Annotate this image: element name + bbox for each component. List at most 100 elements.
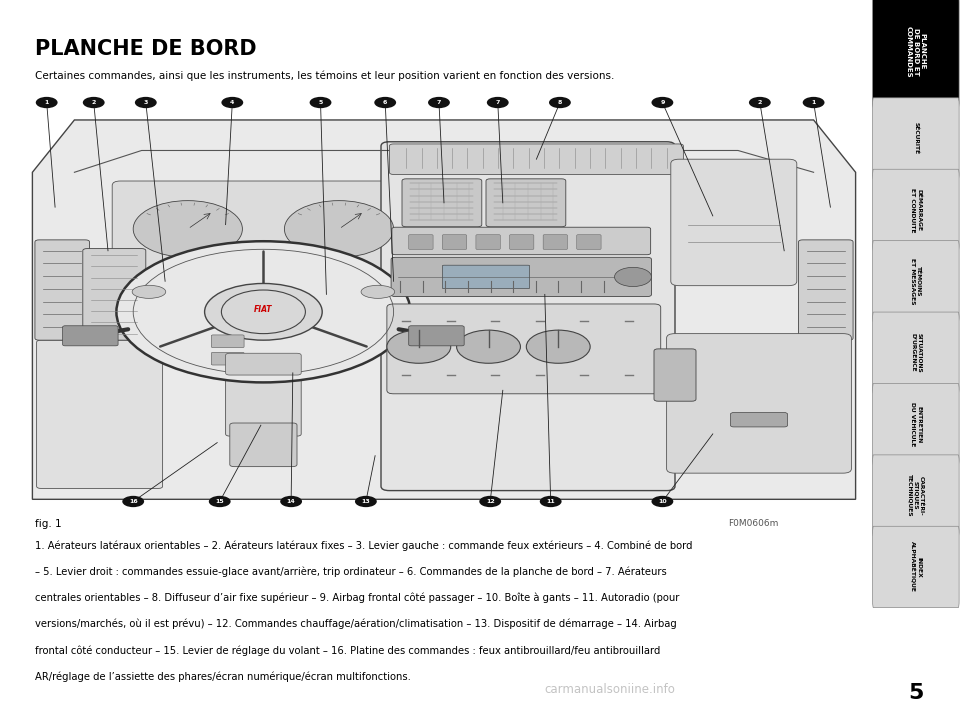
Text: 5: 5 [908, 683, 924, 703]
Text: 4: 4 [230, 100, 234, 105]
Text: 10: 10 [659, 499, 666, 504]
Circle shape [479, 496, 501, 507]
FancyBboxPatch shape [228, 260, 300, 276]
FancyBboxPatch shape [873, 384, 959, 465]
Text: 6: 6 [383, 100, 388, 105]
Text: ENTRETIEN
DU VÉHICULE: ENTRETIEN DU VÉHICULE [910, 402, 922, 447]
Text: 11: 11 [546, 499, 555, 504]
Text: SÉCURITÉ: SÉCURITÉ [913, 123, 919, 155]
Text: 1. Aérateurs latéraux orientables – 2. Aérateurs latéraux fixes – 3. Levier gauc: 1. Aérateurs latéraux orientables – 2. A… [35, 540, 692, 551]
FancyBboxPatch shape [873, 169, 959, 250]
Text: carmanualsoniine.info: carmanualsoniine.info [544, 683, 676, 696]
Circle shape [36, 97, 58, 108]
FancyBboxPatch shape [873, 98, 959, 179]
Circle shape [749, 97, 771, 108]
FancyBboxPatch shape [211, 335, 244, 347]
Text: 16: 16 [129, 499, 137, 504]
Circle shape [355, 496, 376, 507]
FancyBboxPatch shape [381, 142, 675, 491]
Text: 1: 1 [811, 100, 816, 105]
Text: PLANCHE DE BORD: PLANCHE DE BORD [35, 39, 256, 59]
Circle shape [540, 496, 562, 507]
FancyBboxPatch shape [229, 423, 297, 467]
Text: 7: 7 [437, 100, 442, 105]
FancyBboxPatch shape [443, 265, 530, 289]
FancyBboxPatch shape [873, 0, 959, 108]
Text: 7: 7 [495, 100, 500, 105]
Circle shape [428, 97, 450, 108]
FancyBboxPatch shape [654, 349, 696, 401]
Circle shape [652, 496, 673, 507]
Circle shape [209, 496, 230, 507]
Text: 2: 2 [757, 100, 762, 105]
Circle shape [614, 267, 652, 286]
FancyBboxPatch shape [873, 312, 959, 393]
FancyBboxPatch shape [62, 325, 118, 346]
FancyBboxPatch shape [387, 304, 660, 393]
Circle shape [309, 97, 331, 108]
FancyBboxPatch shape [390, 144, 684, 174]
Text: CARACTÉRI-
STIQUES
TECHNIQUES: CARACTÉRI- STIQUES TECHNIQUES [907, 474, 924, 517]
Text: F0M0606m: F0M0606m [728, 519, 779, 528]
FancyBboxPatch shape [671, 160, 797, 286]
Text: – 5. Levier droit : commandes essuie-glace avant/arrière, trip ordinateur – 6. C: – 5. Levier droit : commandes essuie-gla… [35, 566, 666, 577]
FancyBboxPatch shape [873, 240, 959, 322]
FancyBboxPatch shape [226, 353, 301, 375]
FancyBboxPatch shape [226, 301, 301, 436]
Text: frontal côté conducteur – 15. Levier de réglage du volant – 16. Platine des comm: frontal côté conducteur – 15. Levier de … [35, 645, 660, 656]
FancyBboxPatch shape [873, 455, 959, 536]
FancyBboxPatch shape [409, 235, 433, 250]
Circle shape [280, 496, 302, 507]
Text: centrales orientables – 8. Diffuseur d’air fixe supérieur – 9. Airbag frontal cô: centrales orientables – 8. Diffuseur d’a… [35, 593, 680, 603]
Text: 5: 5 [319, 100, 323, 105]
Text: 12: 12 [486, 499, 494, 504]
FancyBboxPatch shape [510, 235, 534, 250]
Text: Certaines commandes, ainsi que les instruments, les témoins et leur position var: Certaines commandes, ainsi que les instr… [35, 71, 614, 82]
FancyBboxPatch shape [112, 181, 415, 286]
FancyBboxPatch shape [83, 249, 146, 340]
Circle shape [487, 97, 509, 108]
Text: INDEX
ALPHABÉTIQUE: INDEX ALPHABÉTIQUE [910, 542, 922, 593]
Circle shape [133, 201, 242, 257]
FancyBboxPatch shape [211, 352, 244, 365]
Circle shape [134, 97, 156, 108]
Text: 13: 13 [362, 499, 371, 504]
FancyBboxPatch shape [443, 235, 467, 250]
Text: fig. 1: fig. 1 [35, 519, 61, 529]
Text: 15: 15 [215, 499, 224, 504]
FancyBboxPatch shape [731, 413, 787, 427]
Text: TÉMOINS
ET MESSAGES: TÉMOINS ET MESSAGES [910, 258, 922, 305]
Text: versions/marchés, où il est prévu) – 12. Commandes chauffage/aération/climatisat: versions/marchés, où il est prévu) – 12.… [35, 619, 677, 630]
Circle shape [549, 97, 571, 108]
Circle shape [803, 97, 825, 108]
Circle shape [122, 496, 144, 507]
Text: FIAT: FIAT [254, 305, 273, 314]
Circle shape [284, 201, 394, 257]
Text: DÉMARRAGE
ET CONDUITE: DÉMARRAGE ET CONDUITE [910, 188, 922, 233]
FancyBboxPatch shape [476, 235, 500, 250]
FancyBboxPatch shape [486, 179, 565, 227]
FancyBboxPatch shape [392, 227, 651, 255]
FancyBboxPatch shape [35, 240, 89, 340]
Circle shape [222, 97, 243, 108]
Text: SITUATIONS
D’URGENCE: SITUATIONS D’URGENCE [910, 333, 922, 373]
FancyBboxPatch shape [799, 240, 853, 340]
Ellipse shape [116, 241, 411, 382]
FancyBboxPatch shape [543, 235, 567, 250]
Circle shape [387, 330, 451, 363]
Circle shape [457, 330, 520, 363]
Text: AR/réglage de l’assiette des phares/écran numérique/écran multifonctions.: AR/réglage de l’assiette des phares/écra… [35, 671, 411, 682]
FancyBboxPatch shape [36, 340, 162, 489]
Ellipse shape [204, 284, 323, 340]
FancyBboxPatch shape [409, 325, 465, 346]
FancyBboxPatch shape [666, 334, 852, 473]
Text: 3: 3 [144, 100, 148, 105]
Polygon shape [33, 120, 855, 499]
Ellipse shape [132, 285, 166, 298]
Circle shape [374, 97, 396, 108]
Text: 1: 1 [44, 100, 49, 105]
Text: 14: 14 [287, 499, 296, 504]
FancyBboxPatch shape [402, 179, 482, 227]
Circle shape [652, 97, 673, 108]
Text: 8: 8 [558, 100, 563, 105]
